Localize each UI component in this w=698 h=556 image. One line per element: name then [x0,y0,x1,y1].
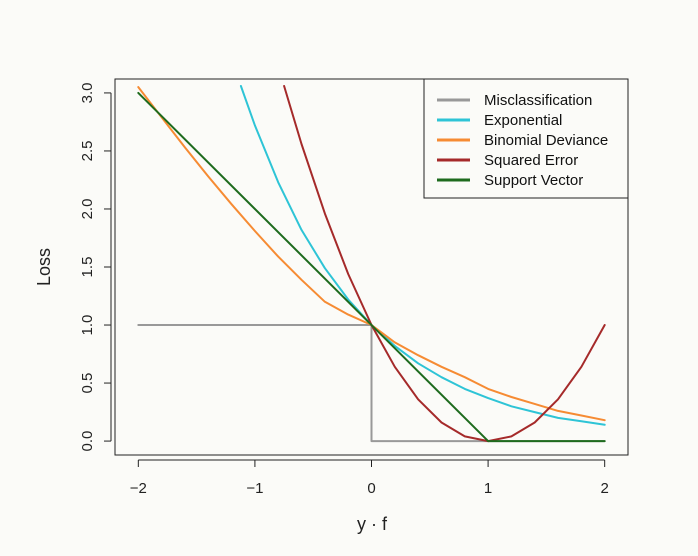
x-tick-label: 1 [484,480,492,497]
x-tick-label: 0 [367,480,375,497]
legend: Misclassification Exponential Binomial Dev… [423,78,629,199]
x-axis-title: y · f [357,514,388,534]
y-axis: 0.0 0.5 1.0 1.5 2.0 2.5 3.0 [79,82,112,452]
series-line-support-vector [137,91,606,443]
series-line-squared-error [283,85,606,443]
y-tick-label: 0.5 [79,373,96,394]
y-tick-label: 2.0 [79,199,96,220]
y-tick-label: 2.5 [79,141,96,162]
x-axis: −2 −1 0 1 2 [130,459,609,497]
y-tick-label: 0.0 [79,431,96,452]
x-tick-label: −2 [130,480,147,497]
legend-label: Exponential [484,112,562,129]
plot-frame [114,78,629,456]
legend-label: Misclassification [484,92,592,109]
x-tick-label: 2 [601,480,609,497]
y-tick-label: 1.5 [79,257,96,278]
legend-label: Binomial Deviance [484,132,608,149]
y-tick-label: 3.0 [79,82,96,103]
y-axis-title: Loss [34,248,54,286]
legend-label: Support Vector [484,172,583,189]
legend-label: Squared Error [484,152,578,169]
y-tick-label: 1.0 [79,315,96,336]
series-line-misclassification [137,324,606,443]
series-layer [137,85,606,443]
x-tick-label: −1 [246,480,263,497]
